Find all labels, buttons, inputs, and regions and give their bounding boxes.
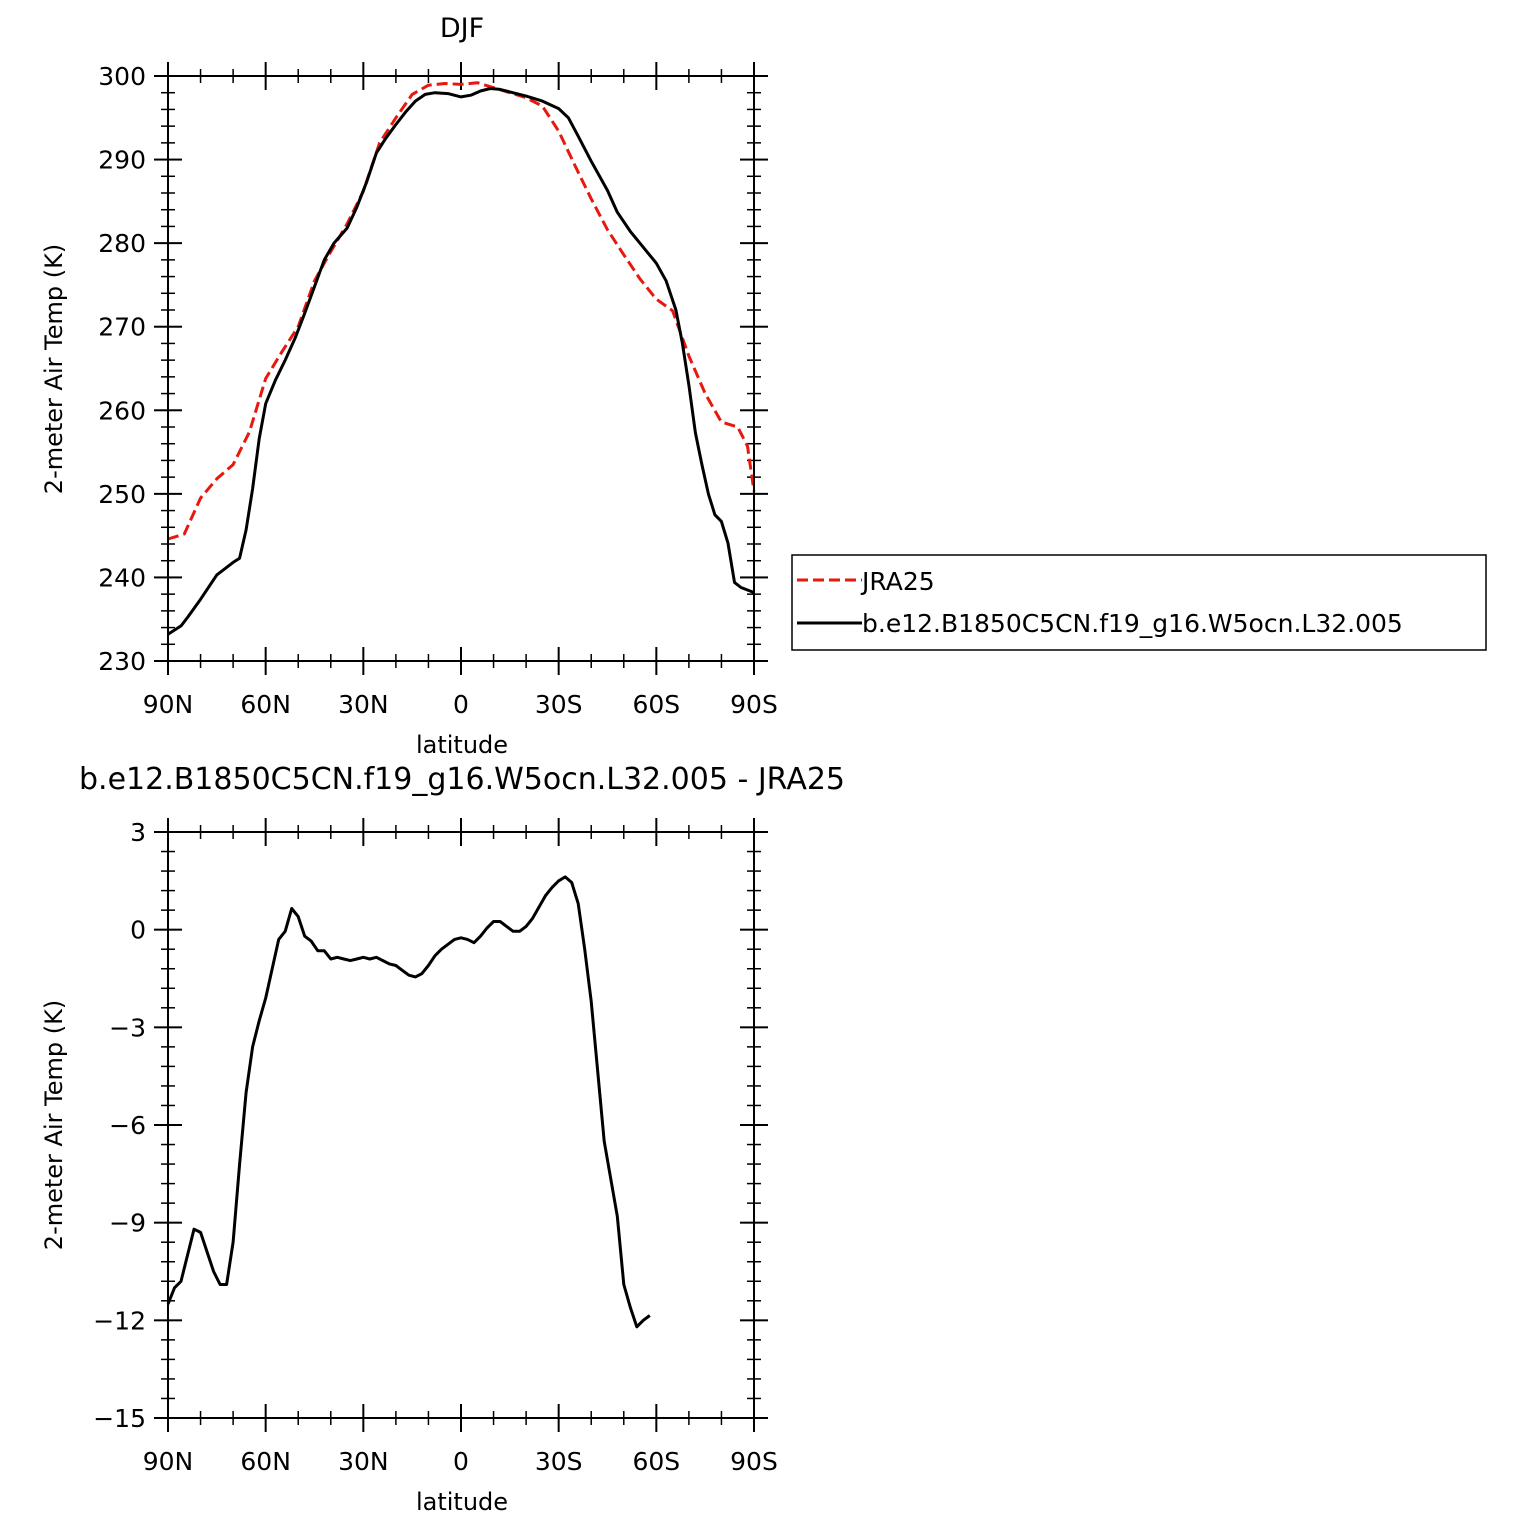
x-tick-label: 90S: [730, 1447, 778, 1476]
x-tick-label: 60S: [632, 690, 680, 719]
y-tick-label: −3: [109, 1013, 146, 1042]
top-chart-title: DJF: [440, 13, 484, 44]
top-plot-area: [167, 81, 756, 636]
top-y-tick-labels: 230 240 250 260 270 280 290 300: [98, 62, 146, 676]
x-tick-label: 60N: [240, 690, 291, 719]
legend-label-model: b.e12.B1850C5CN.f19_g16.W5ocn.L32.005: [862, 609, 1403, 638]
y-tick-label: −6: [109, 1111, 146, 1140]
x-tick-label: 90N: [143, 1447, 194, 1476]
y-tick-label: 290: [98, 146, 146, 175]
y-tick-label: −12: [93, 1306, 146, 1335]
x-tick-label: 0: [453, 690, 469, 719]
top-x-axis-label: latitude: [416, 731, 508, 759]
y-tick-label: 270: [98, 313, 146, 342]
bottom-x-axis-label: latitude: [416, 1488, 508, 1516]
legend: JRA25 b.e12.B1850C5CN.f19_g16.W5ocn.L32.…: [791, 554, 1487, 651]
x-tick-label: 0: [453, 1447, 469, 1476]
y-tick-label: 250: [98, 480, 146, 509]
y-tick-label: −15: [93, 1404, 146, 1433]
y-tick-label: 230: [98, 647, 146, 676]
y-tick-label: 240: [98, 563, 146, 592]
bottom-plot-frame: [167, 831, 755, 1419]
top-axis-ticks: [154, 62, 768, 675]
bottom-y-tick-labels: −15 −12 −9 −6 −3 0 3: [93, 818, 146, 1433]
y-tick-label: 300: [98, 62, 146, 91]
legend-label-jra25: JRA25: [860, 567, 935, 596]
top-y-axis-label: 2-meter Air Temp (K): [40, 244, 68, 494]
y-tick-label: 0: [130, 916, 146, 945]
bottom-chart-title: b.e12.B1850C5CN.f19_g16.W5ocn.L32.005 - …: [79, 762, 845, 797]
x-tick-label: 30S: [535, 1447, 583, 1476]
x-tick-label: 30S: [535, 690, 583, 719]
x-tick-label: 60S: [632, 1447, 680, 1476]
x-tick-label: 90S: [730, 690, 778, 719]
difference-series-line: [166, 875, 651, 1329]
legend-box: [791, 554, 1487, 651]
top-plot-frame: [167, 75, 755, 662]
model-series-line: [167, 87, 755, 636]
top-panel: DJF 230 240 250 260 270 280 290 300 90N 60N 30N 0 3…: [40, 13, 778, 759]
x-tick-label: 60N: [240, 1447, 291, 1476]
bottom-plot-area: [166, 875, 651, 1329]
top-x-tick-labels: 90N 60N 30N 0 30S 60S 90S: [143, 690, 778, 719]
y-tick-label: 260: [98, 396, 146, 425]
y-tick-label: 3: [130, 818, 146, 847]
bottom-panel: b.e12.B1850C5CN.f19_g16.W5ocn.L32.005 - …: [40, 762, 845, 1516]
bottom-y-axis-label: 2-meter Air Temp (K): [40, 1000, 68, 1250]
bottom-x-tick-labels: 90N 60N 30N 0 30S 60S 90S: [143, 1447, 778, 1476]
y-tick-label: 280: [98, 229, 146, 258]
x-tick-label: 30N: [338, 1447, 389, 1476]
x-tick-label: 90N: [143, 690, 194, 719]
y-tick-label: −9: [109, 1209, 146, 1238]
jra25-series-line: [167, 81, 756, 541]
x-tick-label: 30N: [338, 690, 389, 719]
bottom-axis-ticks: [154, 818, 768, 1432]
